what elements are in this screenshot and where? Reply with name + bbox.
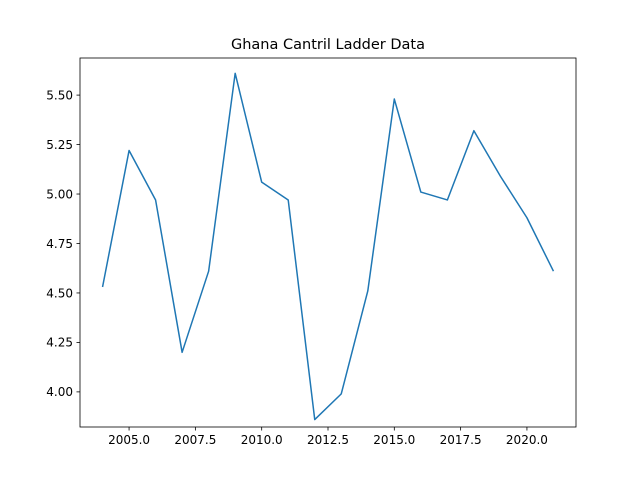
- axes-frame: [79, 57, 577, 428]
- x-tick-label: 2020.0: [506, 433, 548, 447]
- y-tick-label: 5.00: [46, 187, 73, 201]
- x-tick-label: 2005.0: [108, 433, 150, 447]
- x-axis: 2005.0 2007.5 2010.0 2012.5 2015.0 2017.5 2020…: [108, 427, 548, 447]
- y-tick-label: 4.25: [46, 336, 73, 350]
- x-tick-label: 2007.5: [174, 433, 216, 447]
- y-tick-label: 4.50: [46, 286, 73, 300]
- x-tick-label: 2017.5: [440, 433, 482, 447]
- y-tick-label: 4.75: [46, 237, 73, 251]
- y-tick-label: 5.25: [46, 138, 73, 152]
- x-tick-label: 2015.0: [373, 433, 415, 447]
- x-tick-label: 2010.0: [241, 433, 283, 447]
- x-tick-label: 2012.5: [307, 433, 349, 447]
- y-tick-label: 4.00: [46, 385, 73, 399]
- y-axis: 4.00 4.25 4.50 4.75 5.00 5.25 5.50: [46, 88, 80, 399]
- chart-title: Ghana Cantril Ladder Data: [231, 37, 425, 53]
- y-tick-label: 5.50: [46, 88, 73, 102]
- plot-area: [101, 72, 555, 421]
- series-line: [101, 72, 555, 421]
